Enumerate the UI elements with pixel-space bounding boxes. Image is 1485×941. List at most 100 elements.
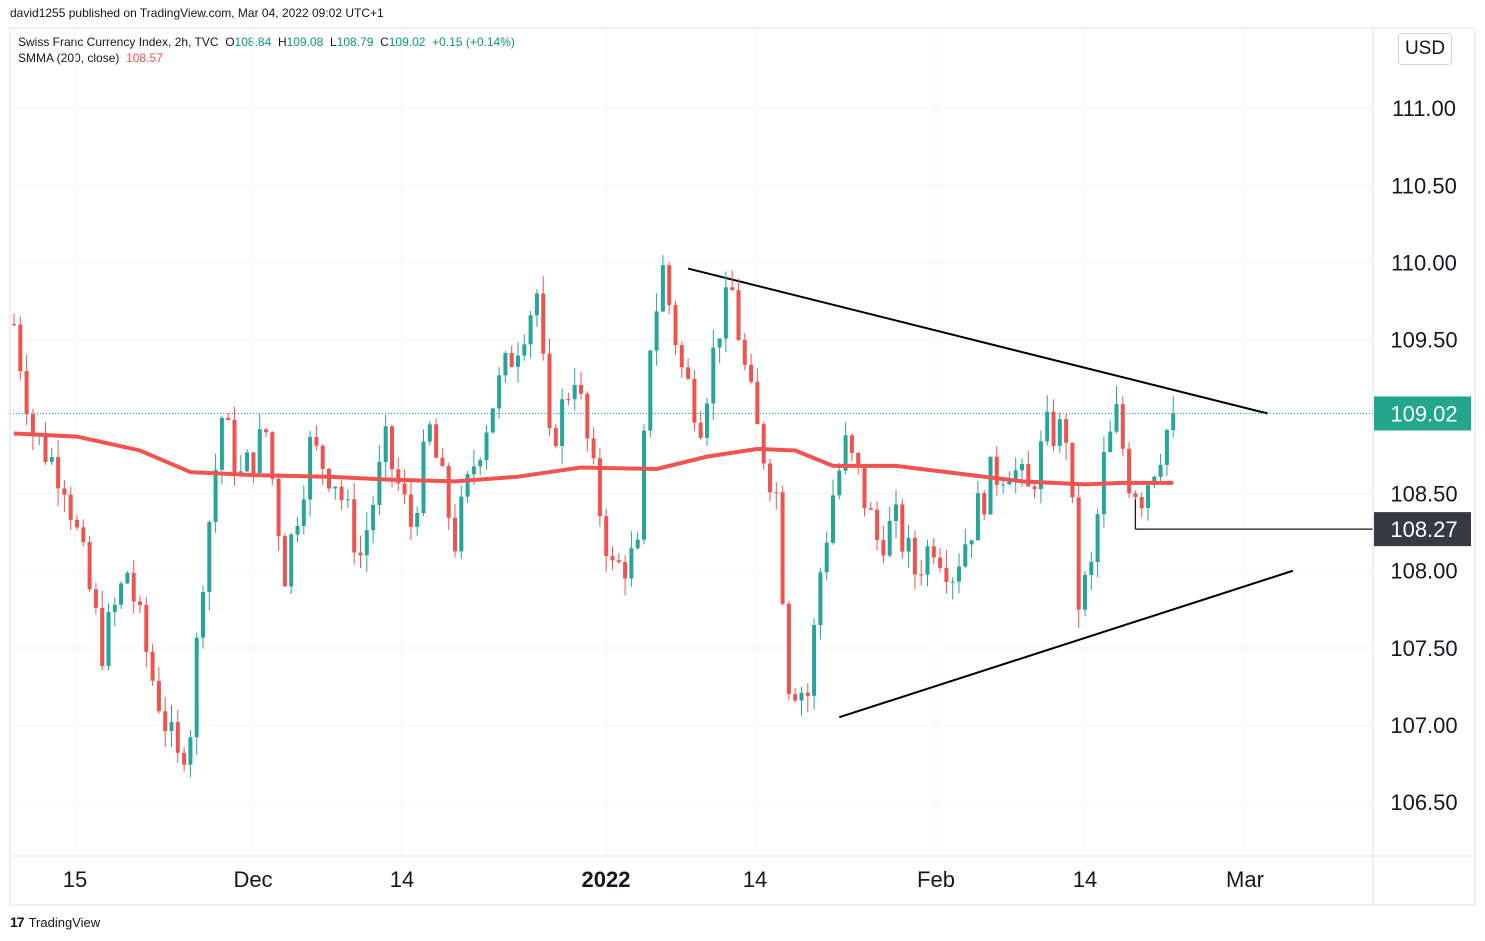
- candle-body: [295, 525, 300, 535]
- candle-body: [717, 338, 722, 348]
- candle-body: [497, 375, 502, 409]
- candle-body: [541, 293, 546, 354]
- candle-body: [975, 493, 980, 541]
- candle-body: [805, 692, 810, 696]
- candle-body: [163, 711, 168, 731]
- candle-body: [188, 737, 193, 765]
- candle-body: [131, 572, 136, 602]
- candle-body: [1089, 561, 1094, 575]
- footer-brand[interactable]: TradingView: [28, 914, 101, 930]
- indicator-legend-row[interactable]: SMMA (200, close) 108.57: [18, 50, 515, 66]
- candle-body: [994, 456, 999, 485]
- last-price-badge: 109.02: [1390, 401, 1457, 426]
- candle-body: [887, 520, 892, 556]
- candle-body: [144, 605, 149, 652]
- candle-body: [705, 403, 709, 438]
- ohlc-close: C109.02: [380, 35, 426, 49]
- candle-body: [768, 463, 772, 493]
- candle-body: [742, 339, 747, 365]
- price-tick-label: 109.50: [1390, 327, 1457, 352]
- candle-body: [1139, 497, 1144, 509]
- candle-body: [1095, 514, 1100, 562]
- candle-body: [579, 385, 583, 394]
- candle-body: [660, 265, 665, 312]
- candle-body: [465, 474, 470, 497]
- candle-body: [1114, 404, 1119, 432]
- candle-body: [919, 574, 924, 576]
- candle-body: [1133, 493, 1138, 498]
- tradingview-logo-icon: 17: [10, 914, 25, 930]
- ohlc-low: L108.79: [330, 35, 374, 49]
- trendlines: [687, 267, 1294, 719]
- chart-frame: [9, 27, 1476, 906]
- candle-body: [24, 371, 29, 415]
- candle-body: [799, 692, 804, 701]
- candle-body: [484, 432, 489, 461]
- candle-body: [509, 353, 514, 367]
- candle-body: [547, 353, 552, 429]
- candle-body: [1158, 464, 1163, 477]
- candle-body: [434, 424, 439, 458]
- candle-body: [736, 290, 741, 340]
- candle-body: [238, 471, 243, 473]
- candle-body: [383, 426, 388, 462]
- candle-body: [774, 492, 779, 494]
- candle-body: [408, 494, 413, 527]
- candle-body: [667, 265, 672, 306]
- candle-body: [251, 452, 256, 474]
- candle-body: [786, 603, 791, 695]
- currency-button[interactable]: USD: [1398, 33, 1452, 65]
- candle-body: [12, 324, 16, 326]
- symbol-name: Swiss Franc Currency Index, 2h, TVC: [18, 35, 219, 49]
- candle-body: [1076, 497, 1081, 610]
- candle-body: [282, 536, 287, 587]
- candle-body: [232, 420, 237, 473]
- candle-body: [264, 429, 268, 433]
- time-tick-label: 14: [1073, 867, 1097, 892]
- candle-body: [534, 293, 539, 316]
- candle-body: [1127, 448, 1132, 494]
- candle-body: [471, 466, 476, 475]
- candle-body: [616, 560, 621, 563]
- last-price-badge-bg: [1374, 396, 1471, 431]
- candle-body: [308, 437, 313, 500]
- candle-body: [175, 722, 180, 753]
- marker-price-badge-bg: [1374, 512, 1471, 547]
- price-tick-label: 110.00: [1391, 250, 1457, 275]
- candle-body: [635, 539, 640, 549]
- publisher-line: david1255 published on TradingView.com, …: [10, 6, 384, 20]
- candle-body: [654, 311, 659, 351]
- candle-body: [427, 424, 432, 442]
- marker-price-badge: 108.27: [1390, 517, 1457, 542]
- candle-body: [912, 537, 917, 575]
- candle-body: [226, 417, 231, 421]
- candle-body: [339, 486, 344, 501]
- candle-body: [925, 546, 930, 575]
- candle-body: [68, 494, 73, 520]
- candle-body: [516, 355, 520, 367]
- candle-body: [982, 493, 987, 515]
- candle-body: [894, 504, 898, 521]
- candle-body: [333, 486, 338, 489]
- candle-body: [944, 567, 949, 582]
- candle-body: [755, 381, 760, 425]
- candle-body: [440, 457, 445, 467]
- symbol-legend-row[interactable]: Swiss Franc Currency Index, 2h, TVC O108…: [18, 34, 515, 50]
- candle-body: [818, 572, 823, 625]
- candle-body: [1164, 429, 1169, 465]
- candle-body: [201, 592, 205, 638]
- candle-body: [522, 344, 527, 356]
- candle-body: [843, 435, 848, 471]
- candle-body: [182, 752, 187, 765]
- price-tick-label: 106.50: [1390, 790, 1457, 815]
- candle-body: [749, 364, 754, 382]
- candle-body: [730, 287, 735, 291]
- candle-body: [642, 430, 646, 540]
- price-tick-label: 107.50: [1390, 636, 1457, 661]
- candle-body: [862, 467, 867, 509]
- candle-body: [597, 458, 602, 517]
- trendline-lower: [838, 569, 1294, 719]
- chart-grid: [10, 28, 1373, 856]
- candle-body: [528, 315, 533, 345]
